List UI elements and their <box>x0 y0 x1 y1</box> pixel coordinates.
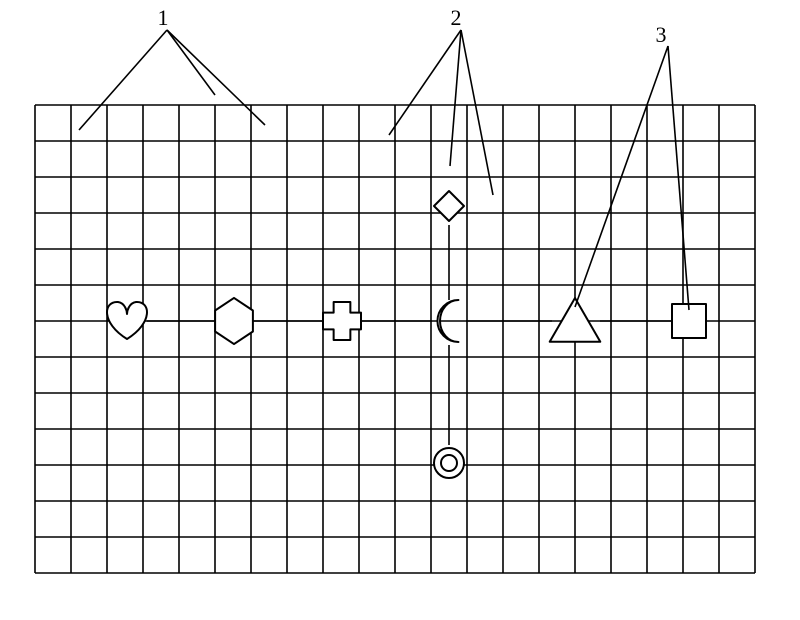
heart-icon <box>107 302 147 339</box>
hexagon-icon <box>215 298 253 344</box>
leader-lines <box>79 30 689 310</box>
label-1: 1 <box>158 5 169 30</box>
triangle-icon <box>550 298 601 342</box>
grid <box>35 105 755 573</box>
label-2: 2 <box>451 5 462 30</box>
label-3: 3 <box>656 22 667 47</box>
double-circle-icon <box>434 448 464 478</box>
diamond-icon <box>434 191 464 221</box>
cross-icon <box>323 302 361 340</box>
